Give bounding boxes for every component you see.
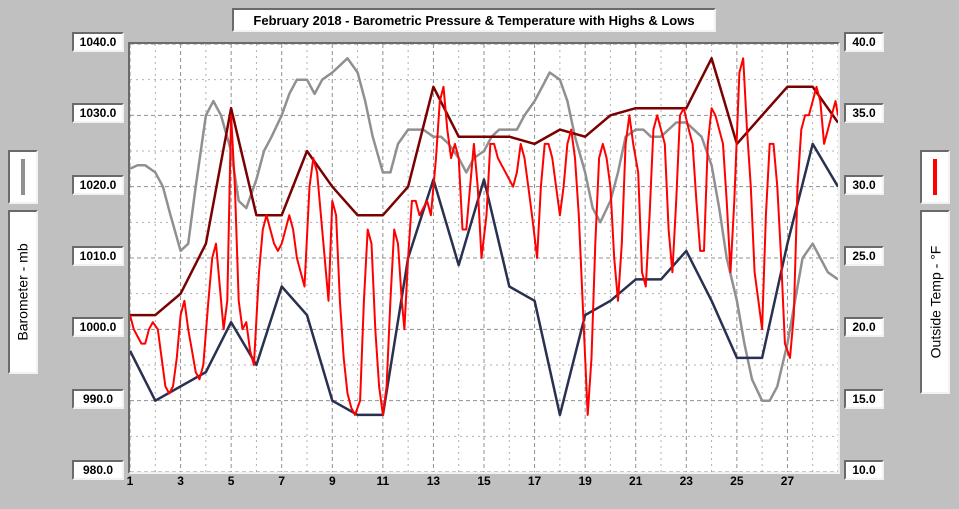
y-right-tick: 10.0 bbox=[844, 460, 884, 480]
y-right-tick: 20.0 bbox=[844, 317, 884, 337]
x-tick: 21 bbox=[626, 474, 646, 488]
y-left-tick: 1020.0 bbox=[72, 175, 124, 195]
x-tick: 13 bbox=[423, 474, 443, 488]
chart-container: February 2018 - Barometric Pressure & Te… bbox=[0, 0, 959, 509]
x-tick: 1 bbox=[120, 474, 140, 488]
x-tick: 5 bbox=[221, 474, 241, 488]
y-left-tick: 990.0 bbox=[72, 389, 124, 409]
x-tick: 23 bbox=[676, 474, 696, 488]
x-tick: 27 bbox=[777, 474, 797, 488]
legend-swatch-temp bbox=[920, 150, 950, 204]
y-left-tick: 1040.0 bbox=[72, 32, 124, 52]
x-tick: 11 bbox=[373, 474, 393, 488]
x-tick: 25 bbox=[727, 474, 747, 488]
y-left-title: Barometer - mb bbox=[8, 210, 38, 374]
y-left-tick: 1000.0 bbox=[72, 317, 124, 337]
y-right-tick: 30.0 bbox=[844, 175, 884, 195]
x-tick: 9 bbox=[322, 474, 342, 488]
x-tick: 15 bbox=[474, 474, 494, 488]
y-right-tick: 35.0 bbox=[844, 103, 884, 123]
y-right-tick: 40.0 bbox=[844, 32, 884, 52]
y-right-title: Outside Temp - °F bbox=[920, 210, 950, 394]
x-tick: 19 bbox=[575, 474, 595, 488]
y-right-tick: 15.0 bbox=[844, 389, 884, 409]
y-left-tick: 1030.0 bbox=[72, 103, 124, 123]
plot-area bbox=[128, 42, 840, 474]
x-tick: 7 bbox=[272, 474, 292, 488]
x-tick: 3 bbox=[171, 474, 191, 488]
y-right-tick: 25.0 bbox=[844, 246, 884, 266]
legend-swatch-barometer bbox=[8, 150, 38, 204]
x-tick: 17 bbox=[525, 474, 545, 488]
y-left-tick: 1010.0 bbox=[72, 246, 124, 266]
chart-title: February 2018 - Barometric Pressure & Te… bbox=[232, 8, 716, 32]
y-left-tick: 980.0 bbox=[72, 460, 124, 480]
